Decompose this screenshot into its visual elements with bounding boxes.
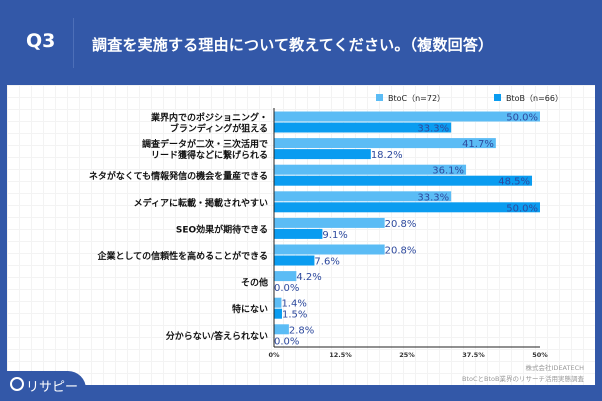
data-label: 9.1%: [322, 230, 347, 241]
bar: [274, 308, 282, 319]
bar: [274, 175, 533, 186]
bar: [274, 324, 289, 335]
category-label: その他: [241, 277, 268, 289]
bar: [274, 202, 540, 213]
data-label: 1.5%: [282, 310, 307, 321]
logo-text: リサピー: [26, 380, 79, 395]
data-label: 41.7%: [462, 139, 494, 150]
legend-swatch: [376, 94, 383, 101]
data-label: 0.0%: [274, 283, 299, 294]
category-label: 企業としての信頼性を高めることができる: [96, 250, 268, 262]
x-tick-label: 25%: [399, 351, 415, 359]
data-label: 1.4%: [281, 299, 306, 310]
bar: [274, 138, 496, 149]
question-number: Q3: [26, 30, 56, 52]
data-label: 18.2%: [371, 150, 403, 161]
data-label: 50.0%: [506, 203, 538, 214]
bar: [274, 255, 315, 266]
divider: [73, 18, 74, 68]
bar: [274, 228, 323, 239]
logo: リサピー: [0, 371, 86, 401]
footer-company: 株式会社IDEATECH: [526, 363, 585, 372]
bar: [274, 244, 385, 255]
category-label: ブランディングが狙える: [170, 123, 268, 135]
bar: [274, 149, 371, 160]
data-label: 20.8%: [385, 246, 417, 257]
data-label: 20.8%: [385, 219, 417, 230]
category-label: メディアに転載・掲載されやすい: [134, 197, 268, 209]
x-tick-label: 37.5%: [462, 351, 485, 359]
page-title: 調査を実施する理由について教えてください。（複数回答）: [92, 36, 494, 54]
legend-label: BtoC（n=72）: [388, 94, 445, 103]
data-label: 2.8%: [289, 325, 314, 336]
bar: [274, 271, 297, 282]
data-label: 36.1%: [432, 166, 464, 177]
category-label: 業界内でのポジショニング・: [150, 112, 268, 124]
data-label: 48.5%: [498, 177, 530, 188]
bar: [274, 217, 385, 228]
category-label: 分からない/答えられない: [166, 330, 268, 342]
category-label: 特にない: [232, 303, 268, 315]
data-label: 4.2%: [296, 272, 321, 283]
bar: [274, 122, 452, 133]
bar: [274, 111, 540, 122]
pin-icon: [10, 377, 24, 391]
data-label: 50.0%: [506, 113, 538, 124]
bar: [274, 164, 467, 175]
x-tick-label: 12.5%: [329, 351, 352, 359]
legend-swatch: [494, 94, 501, 101]
data-label: 7.6%: [314, 257, 339, 268]
header: Q3 調査を実施する理由について教えてください。（複数回答）: [0, 0, 602, 80]
category-label: リード獲得などに繋げられる: [151, 149, 268, 161]
x-tick-label: 50%: [532, 351, 548, 359]
data-label: 33.3%: [417, 192, 449, 203]
x-tick-label: 0%: [268, 351, 280, 359]
bar: [274, 191, 452, 202]
category-label: 調査データが二次・三次活用で: [142, 138, 268, 150]
category-label: SEO効果が期待できる: [176, 223, 268, 235]
data-label: 33.3%: [417, 124, 449, 135]
footer-survey: BtoCとBtoB業界のリサーチ活用実態調査: [462, 374, 584, 383]
data-label: 0.0%: [274, 336, 299, 347]
bar: [274, 297, 282, 308]
legend-label: BtoB（n=66）: [506, 94, 563, 103]
category-label: ネタがなくても情報発信の機会を量産できる: [89, 170, 268, 182]
